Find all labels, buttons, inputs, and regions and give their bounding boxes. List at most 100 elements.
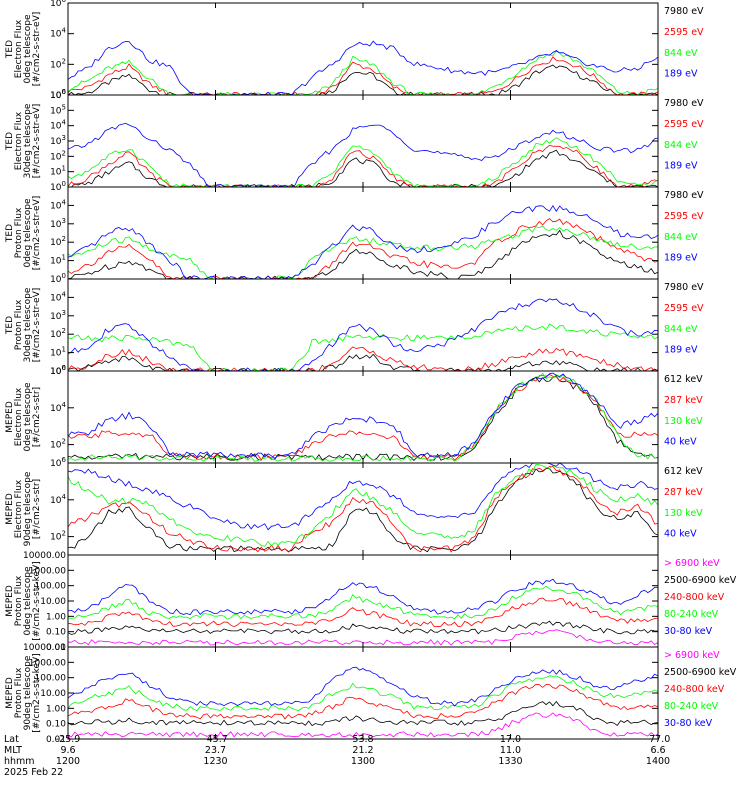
legend-entry: 40 keV [664,437,697,448]
legend-entry: 189 eV [664,161,698,172]
panel-6: 102 104 106 MEPEDElectron Flux90deg telesco… [5,456,703,556]
y-axis-label-line: 0deg telescope [23,198,33,268]
legend-entry: > 6900 keV [664,650,720,661]
series-line [67,372,659,459]
y-axis-label-line: [#/cm2-s-str-keV] [32,653,42,732]
legend-entry: 844 eV [664,232,698,243]
series-line [67,225,659,280]
legend-entry: 7980 eV [664,98,704,109]
y-axis-label-line: MEPED [5,401,15,433]
y-axis-label-line: TED [5,132,15,151]
y-tick-label: 103 [50,134,66,147]
series-line [67,683,659,720]
series-line [67,323,659,372]
mlt-row-label: MLT [4,745,22,756]
y-tick-label: 104 [50,493,66,506]
y-tick-label: 102 [50,327,66,340]
y-axis-label-line: 0deg telescope [23,14,33,84]
y-axis-label-line: TED [5,40,15,59]
series-line [67,229,659,280]
y-tick-label: 102 [50,530,66,543]
legend-entry: 844 eV [664,140,698,151]
legend-entry: 240-800 keV [664,592,725,603]
series-line [67,217,659,280]
series-line [67,346,659,372]
panel-3: 100 101 102 103 104 TEDProton Flux0deg telesc… [5,186,704,285]
y-axis-label: TEDProton Flux30deg telescope[#/cm2-s-st… [5,287,42,362]
y-tick-label: 100.00 [35,582,67,592]
time-axis-labels: Lat MLT hhmm 2025 Feb 22 -25.9 -45.7 53.8 1… [4,734,670,778]
series-line [68,149,659,188]
legend-entry: 7980 eV [664,282,704,293]
y-tick-label: 1000.00 [29,566,66,576]
y-axis-label: TEDElectron Flux0deg telescope[#/cm2-s-s… [5,12,42,87]
y-tick-label: 100 [50,272,66,285]
legend-entry: 612 keV [664,466,703,477]
series-line [67,578,658,616]
series-line [67,376,659,462]
y-tick-label: 102 [50,149,66,162]
y-tick-label: 104 [50,290,66,303]
x-tick-label: 1230 [203,756,227,767]
legend-entry: 612 keV [664,374,703,385]
series-line [67,466,659,553]
legend-entry: 2595 eV [664,303,704,314]
x-tick-label: 23.7 [205,745,226,756]
legend-entry: 80-240 keV [664,609,719,620]
y-tick-label: 0.01 [46,643,66,653]
y-tick-label: 102 [50,438,66,451]
panel-8: 0.010.101.0010.00100.001000.0010000.00ME… [5,643,737,745]
y-tick-label: 101 [50,165,66,178]
y-tick-label: 104 [50,198,66,211]
y-axis-label-line: 0deg telescope [23,566,33,636]
x-tick-label: 9.6 [60,745,75,756]
legend-entry: 30-80 keV [664,626,713,637]
y-axis-label-line: MEPED [5,493,15,525]
y-axis-label-line: [#/cm2-s-str-eV] [32,12,42,87]
legend-entry: 844 eV [664,324,698,335]
hhmm-row-label: hhmm [4,756,35,767]
x-tick-label: 11.0 [500,745,521,756]
x-tick-label: -25.9 [56,734,81,745]
legend-entry: 30-80 keV [664,718,713,729]
series-line [67,585,659,620]
y-tick-label: 1.00 [46,704,66,714]
y-tick-label: 103 [50,309,66,322]
series-line [67,56,659,96]
y-axis-label-line: Electron Flux [14,479,24,538]
panel-frame [67,462,659,556]
y-axis-label: TEDProton Flux0deg telescope[#/cm2-s-str… [5,196,42,271]
series-line [67,620,659,635]
x-tick-label: 6.6 [650,745,665,756]
panel-2: 100 101 102 103 104 105 106 TEDElectron Flux30d… [5,88,704,193]
series-line [67,468,659,553]
y-axis-label-line: Electron Flux [14,19,24,78]
y-tick-label: 100.00 [35,674,67,684]
panel-frame [67,646,659,740]
legend-entry: > 6900 keV [664,558,720,569]
panel-frame [67,370,659,464]
series-line [67,50,659,96]
legend-entry: 2500-6900 keV [664,667,737,678]
legend-entry: 287 keV [664,487,703,498]
x-tick-label: 1200 [56,756,80,767]
x-tick-label: 1400 [646,756,670,767]
series-line [67,122,659,188]
y-tick-label: 105 [50,103,66,116]
y-axis-label-line: [#/cm2-s-str-keV] [32,561,42,640]
series-line [67,298,659,372]
series-line [67,374,659,461]
y-tick-label: 104 [50,27,66,40]
y-axis-label-line: [#/cm2-s-str-eV] [32,104,42,179]
y-axis-label-line: [#/cm2-s-str] [32,387,42,447]
panel-frame [67,2,659,96]
y-axis-label-line: Proton Flux [14,207,24,258]
y-tick-label: 1.00 [46,612,66,622]
series-line [67,205,659,280]
series-line [67,144,659,188]
legend-entry: 2595 eV [664,211,704,222]
y-axis-label-line: 30deg telescope [23,287,33,362]
